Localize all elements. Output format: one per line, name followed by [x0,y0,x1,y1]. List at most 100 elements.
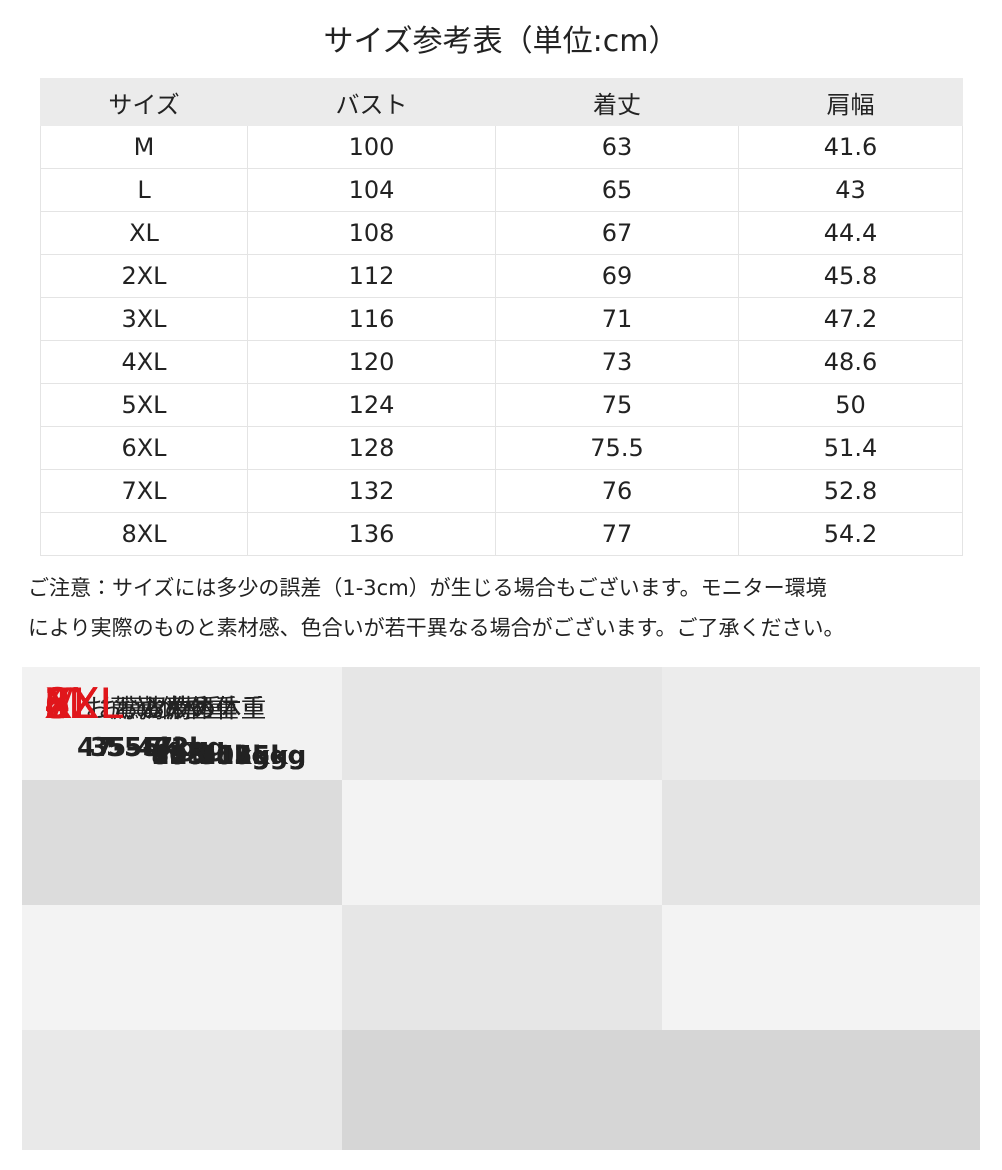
size-label: 8XL [44,679,123,728]
table-cell: 45.8 [738,254,963,298]
weight-card: 4XL お薦め体重 85-95kg [44,679,980,905]
header-cell: バスト [247,78,496,126]
weight-card: 8XL お薦め体重 125-135kg [22,679,342,1150]
table-cell: XL [40,211,248,255]
table-cell: 2XL [40,254,248,298]
table-cell: 52.8 [738,469,963,513]
header-cell: サイズ [40,78,248,126]
weight-label: お薦め体重 [85,694,211,723]
size-label: L [44,679,68,728]
table-cell: 67 [495,211,739,255]
weight-card: M お薦め体重 35-47kg [22,667,342,780]
size-table: サイズ バスト 着丈 肩幅 M 100 63 41.6 L 104 65 43 XL 108 67 44.4… [40,78,963,556]
header-cell: 肩幅 [738,78,963,126]
weight-range: 105-115kg [151,741,307,771]
weight-range: 65-75kg [151,741,271,771]
table-cell: 43 [738,168,963,212]
table-cell: 116 [247,297,496,341]
weight-grid: M お薦め体重 35-47kg L お薦め体重 47-55kg XL お薦め体重 55-62kg… [22,667,980,1150]
weight-range: 85-95kg [151,741,271,771]
weight-range: 75-85kg [151,741,271,771]
weight-label: お薦め体重 [141,694,267,723]
table-cell: 75 [495,383,739,427]
weight-range: 115-125kg [151,741,307,771]
weight-label: お薦め体重 [141,694,267,723]
table-cell: 73 [495,340,739,384]
empty-cell [342,1030,980,1150]
table-cell: 5XL [40,383,248,427]
size-label: 6XL [44,679,123,728]
table-cell: 7XL [40,469,248,513]
table-row: 5XL 124 75 50 [40,383,963,427]
table-cell: 4XL [40,340,248,384]
weight-range: 47-55kg [77,733,197,763]
size-label: 4XL [44,679,123,728]
table-row: 3XL 116 71 47.2 [40,297,963,341]
weight-range: 95-105kg [151,741,289,771]
table-row: 8XL 136 77 54.2 [40,512,963,556]
note-line: ご注意：サイズには多少の誤差（1-3cm）が生じる場合もございます。モニター環境 [28,576,827,600]
table-cell: 65 [495,168,739,212]
table-cell: 6XL [40,426,248,470]
table-cell: 71 [495,297,739,341]
table-cell: 112 [247,254,496,298]
table-cell: 120 [247,340,496,384]
table-cell: 69 [495,254,739,298]
table-row: L 104 65 43 [40,168,963,212]
weight-range: 125-135kg [151,741,307,771]
weight-label: お薦め体重 [141,694,267,723]
size-label: M [44,679,81,728]
table-cell: 100 [247,125,496,169]
table-row: XL 108 67 44.4 [40,211,963,255]
table-cell: L [40,168,248,212]
header-cell: 着丈 [495,78,739,126]
weight-card: L お薦め体重 47-55kg [44,667,662,780]
weight-label: お薦め体重 [141,694,267,723]
table-cell: 75.5 [495,426,739,470]
weight-card: 7XL お薦め体重 115-125kg [44,679,980,1030]
table-cell: 41.6 [738,125,963,169]
size-label: XL [44,679,97,728]
table-cell: 124 [247,383,496,427]
table-cell: 47.2 [738,297,963,341]
table-row: 6XL 128 75.5 51.4 [40,426,963,470]
table-cell: 54.2 [738,512,963,556]
size-label: 5XL [44,679,123,728]
table-cell: 51.4 [738,426,963,470]
title: サイズ参考表（単位:cm） [323,24,679,59]
weight-label: お薦め体重 [141,694,267,723]
table-cell: 76 [495,469,739,513]
weight-card: XL お薦め体重 55-62kg [44,667,980,780]
table-cell: 44.4 [738,211,963,255]
table-cell: 77 [495,512,739,556]
weight-range: 35-47kg [90,733,210,763]
header-row: サイズ バスト 着丈 肩幅 [40,78,963,126]
table-cell: 63 [495,125,739,169]
table-row: M 100 63 41.6 [40,125,963,169]
table-row: 2XL 112 69 45.8 [40,254,963,298]
note: ご注意：サイズには多少の誤差（1-3cm）が生じる場合もございます。モニター環境… [28,568,844,648]
table-row: 7XL 132 76 52.8 [40,469,963,513]
size-label: 3XL [44,679,123,728]
table-body: M 100 63 41.6 L 104 65 43 XL 108 67 44.4 2XL 112 69 45.… [40,125,963,556]
weight-card: 5XL お薦め体重 95-105kg [22,679,342,1030]
weight-card: 6XL お薦め体重 105-115kg [44,679,662,1030]
size-label: 2XL [44,679,123,728]
weight-label: お薦め体重 [98,694,224,723]
table-row: 4XL 120 73 48.6 [40,340,963,384]
table-cell: 128 [247,426,496,470]
size-label: 7XL [44,679,123,728]
table-cell: 8XL [40,512,248,556]
weight-card: 2XL お薦め体重 65-75kg [22,679,342,905]
table-cell: 132 [247,469,496,513]
table-cell: 108 [247,211,496,255]
table-cell: 50 [738,383,963,427]
weight-label: お薦め体重 [114,694,240,723]
weight-label: お薦め体重 [141,694,267,723]
table-cell: 3XL [40,297,248,341]
weight-label: お薦め体重 [141,694,267,723]
table-cell: 104 [247,168,496,212]
note-line: により実際のものと素材感、色合いが若干異なる場合がございます。ご了承ください。 [28,616,845,640]
table-cell: 48.6 [738,340,963,384]
